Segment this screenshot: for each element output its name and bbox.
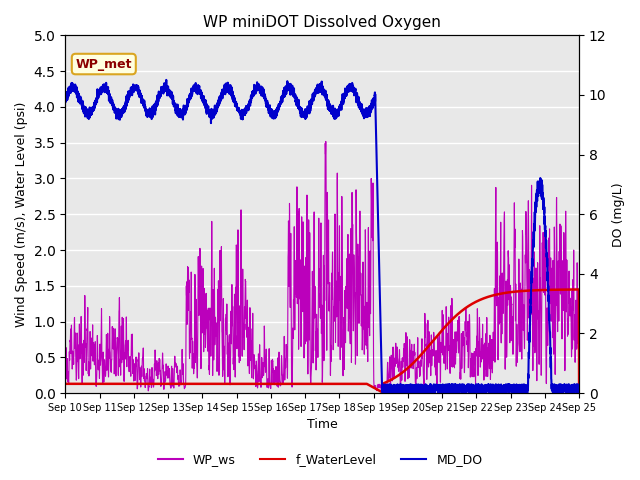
Title: WP miniDOT Dissolved Oxygen: WP miniDOT Dissolved Oxygen [204, 15, 441, 30]
Text: WP_met: WP_met [76, 58, 132, 71]
Legend: WP_ws, f_WaterLevel, MD_DO: WP_ws, f_WaterLevel, MD_DO [152, 448, 488, 471]
X-axis label: Time: Time [307, 419, 337, 432]
Y-axis label: DO (mg/L): DO (mg/L) [612, 182, 625, 247]
Y-axis label: Wind Speed (m/s), Water Level (psi): Wind Speed (m/s), Water Level (psi) [15, 102, 28, 327]
